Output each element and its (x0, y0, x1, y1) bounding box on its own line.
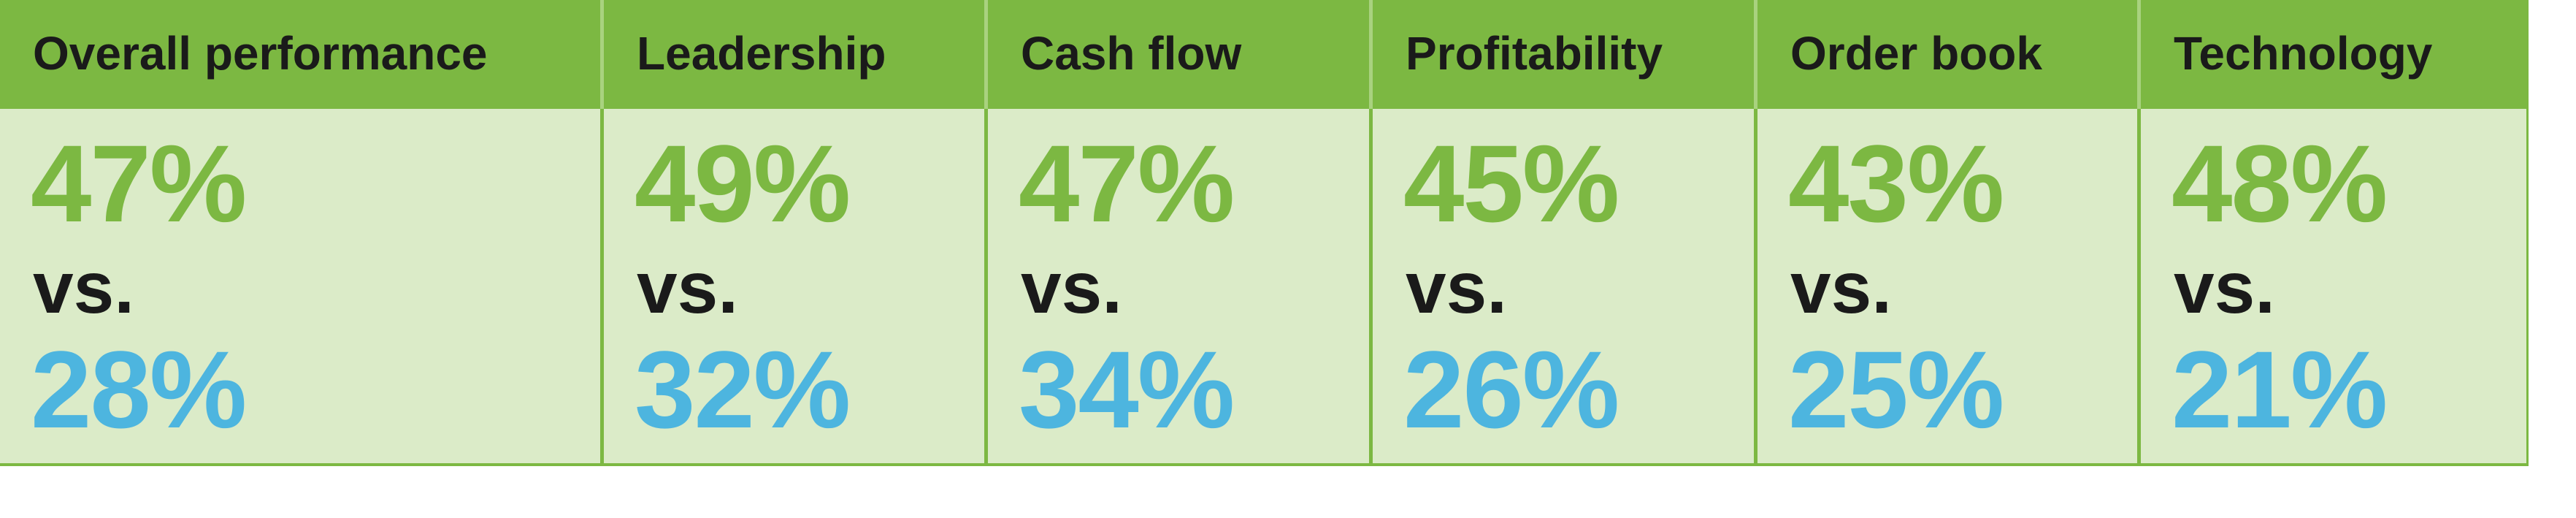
second-value: 32% (635, 328, 851, 451)
first-value: 43% (1788, 122, 2004, 245)
column-divider (600, 109, 604, 463)
column-divider (2137, 109, 2141, 463)
column-divider (1754, 0, 1757, 109)
column-header: Cash flow (1021, 27, 1242, 80)
column-divider (1369, 109, 1373, 463)
column-technology: Technology 48% vs. 21% (2141, 0, 2526, 463)
second-value: 26% (1403, 328, 1619, 451)
vs-label: vs. (637, 247, 739, 329)
header-row (0, 0, 2529, 109)
column-divider (600, 0, 604, 109)
first-value: 45% (1403, 122, 1619, 245)
column-order-book: Order book 43% vs. 25% (1757, 0, 2137, 463)
column-header: Leadership (637, 27, 886, 80)
vs-label: vs. (1790, 247, 1893, 329)
second-value: 25% (1788, 328, 2004, 451)
column-divider (984, 109, 988, 463)
first-value: 49% (635, 122, 851, 245)
column-leadership: Leadership 49% vs. 32% (604, 0, 984, 463)
column-divider (1754, 109, 1757, 463)
column-divider (2137, 0, 2141, 109)
column-header: Profitability (1406, 27, 1663, 80)
column-header: Order book (1790, 27, 2042, 80)
column-header: Technology (2174, 27, 2433, 80)
second-value: 28% (31, 328, 247, 451)
vs-label: vs. (2174, 247, 2276, 329)
column-overall-performance: Overall performance 47% vs. 28% (0, 0, 600, 463)
column-divider (1369, 0, 1373, 109)
second-value: 34% (1019, 328, 1235, 451)
first-value: 47% (31, 122, 247, 245)
column-cash-flow: Cash flow 47% vs. 34% (988, 0, 1369, 463)
column-profitability: Profitability 45% vs. 26% (1373, 0, 1754, 463)
comparison-table: Overall performance 47% vs. 28% Leadersh… (0, 0, 2529, 466)
vs-label: vs. (33, 247, 135, 329)
first-value: 48% (2171, 122, 2388, 245)
column-header: Overall performance (33, 27, 488, 80)
vs-label: vs. (1406, 247, 1508, 329)
vs-label: vs. (1021, 247, 1123, 329)
column-divider (984, 0, 988, 109)
second-value: 21% (2171, 328, 2388, 451)
first-value: 47% (1019, 122, 1235, 245)
